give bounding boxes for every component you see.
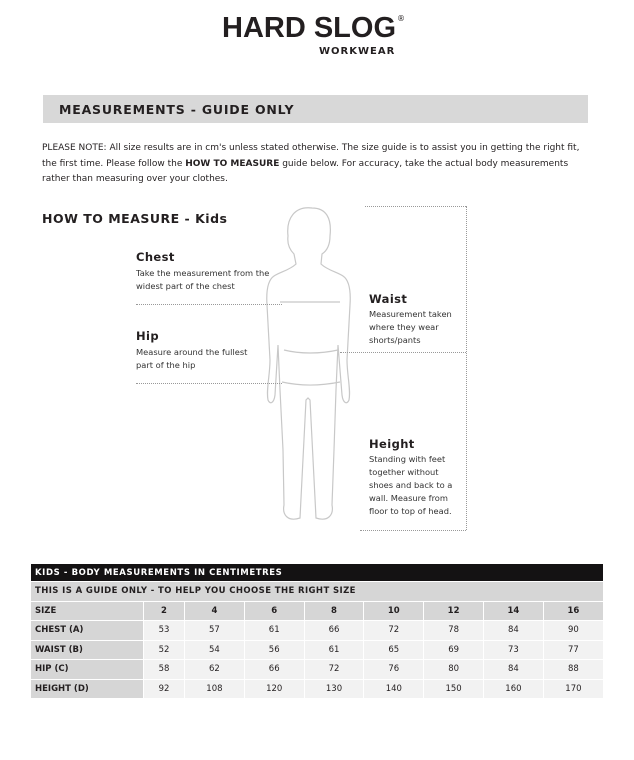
table-cell: 170 — [542, 678, 605, 699]
logo-main: HARD SLOG — [222, 12, 396, 44]
table-cell: 66 — [243, 659, 305, 680]
size-header-cell: 10 — [363, 600, 425, 621]
logo-registered-mark: ® — [397, 14, 405, 23]
size-header-cell: 2 — [142, 600, 186, 621]
table-cell: 62 — [184, 659, 245, 680]
banner-title: MEASUREMENTS - GUIDE ONLY — [59, 102, 295, 117]
table-cell: 53 — [142, 620, 186, 641]
table-subtitle: THIS IS A GUIDE ONLY - TO HELP YOU CHOOS… — [30, 581, 604, 602]
figure-outline — [266, 207, 351, 520]
table-cell: 77 — [542, 639, 605, 660]
table-cell: 56 — [243, 639, 305, 660]
table-cell: 69 — [423, 639, 484, 660]
waist-guide-line — [340, 352, 466, 353]
table-cell: 84 — [483, 659, 544, 680]
table-cell: 57 — [184, 620, 245, 641]
row-label: CHEST (A) — [30, 620, 144, 641]
table-cell: 84 — [483, 620, 544, 641]
table-cell: 72 — [303, 659, 365, 680]
logo-subtitle: WORKWEAR — [319, 46, 396, 57]
size-header-cell: 8 — [303, 600, 365, 621]
table-cell: 140 — [363, 678, 425, 699]
table-cell: 73 — [483, 639, 544, 660]
note-bold: HOW TO MEASURE — [185, 158, 280, 169]
note-paragraph: PLEASE NOTE: All size results are in cm'… — [42, 141, 582, 188]
height-desc: Standing with feet together without shoe… — [369, 454, 453, 516]
child-figure-illustration — [266, 207, 351, 520]
chest-guide-line — [136, 304, 282, 305]
table-cell: 61 — [303, 639, 365, 660]
height-top-line — [365, 206, 466, 207]
row-label: HEIGHT (D) — [30, 678, 144, 699]
size-header-cell: 4 — [184, 600, 245, 621]
size-header-cell: 14 — [483, 600, 544, 621]
table-cell: 90 — [542, 620, 605, 641]
size-header-cell: 12 — [423, 600, 484, 621]
table-row: WAIST (B) 52 54 56 61 65 69 73 77 — [30, 639, 605, 660]
table-row: HIP (C) 58 62 66 72 76 80 84 88 — [30, 659, 605, 680]
table-cell: 108 — [184, 678, 245, 699]
table-cell: 88 — [542, 659, 605, 680]
table-cell: 61 — [243, 620, 305, 641]
logo: HARD SLOG® — [222, 12, 405, 48]
table-cell: 78 — [423, 620, 484, 641]
table-cell: 80 — [423, 659, 484, 680]
section-banner: MEASUREMENTS - GUIDE ONLY — [43, 95, 588, 123]
table-cell: 54 — [184, 639, 245, 660]
chest-label: Chest — [136, 250, 175, 264]
row-label: HIP (C) — [30, 659, 144, 680]
height-label: Height — [369, 437, 415, 451]
hip-guide-line — [136, 383, 282, 384]
size-label: SIZE — [30, 600, 144, 621]
table-cell: 120 — [243, 678, 305, 699]
table-title: KIDS - BODY MEASUREMENTS IN CENTIMETRES — [30, 563, 604, 582]
measurement-bands — [280, 301, 341, 386]
table-cell: 130 — [303, 678, 365, 699]
note-text: PLEASE NOTE: All size results are in cm'… — [42, 143, 580, 169]
note-text-end: guide below. For accuracy, take the actu… — [42, 158, 569, 185]
table-cell: 52 — [142, 639, 186, 660]
table-cell: 150 — [423, 678, 484, 699]
height-bottom-line — [360, 530, 466, 531]
table-cell: 160 — [483, 678, 544, 699]
table-cell: 58 — [142, 659, 186, 680]
table-cell: 72 — [363, 620, 425, 641]
how-to-title: HOW TO MEASURE - Kids — [42, 211, 228, 226]
waist-desc: Measurement taken where they wear shorts… — [369, 309, 452, 345]
size-row: SIZE 2 4 6 8 10 12 14 16 — [30, 600, 605, 621]
chest-desc: Take the measurement from the widest par… — [136, 268, 270, 291]
size-header-cell: 16 — [542, 600, 605, 621]
row-label: WAIST (B) — [30, 639, 144, 660]
hip-label: Hip — [136, 329, 159, 343]
waist-label: Waist — [369, 292, 408, 306]
size-table: KIDS - BODY MEASUREMENTS IN CENTIMETRES … — [30, 563, 605, 699]
table-row: CHEST (A) 53 57 61 66 72 78 84 90 — [30, 620, 605, 641]
table-row: HEIGHT (D) 92 108 120 130 140 150 160 170 — [30, 678, 605, 699]
size-header-cell: 6 — [243, 600, 305, 621]
table-cell: 76 — [363, 659, 425, 680]
table-cell: 92 — [142, 678, 186, 699]
height-vertical-line — [466, 206, 467, 530]
hip-desc: Measure around the fullest part of the h… — [136, 347, 248, 370]
table-cell: 66 — [303, 620, 365, 641]
table-cell: 65 — [363, 639, 425, 660]
